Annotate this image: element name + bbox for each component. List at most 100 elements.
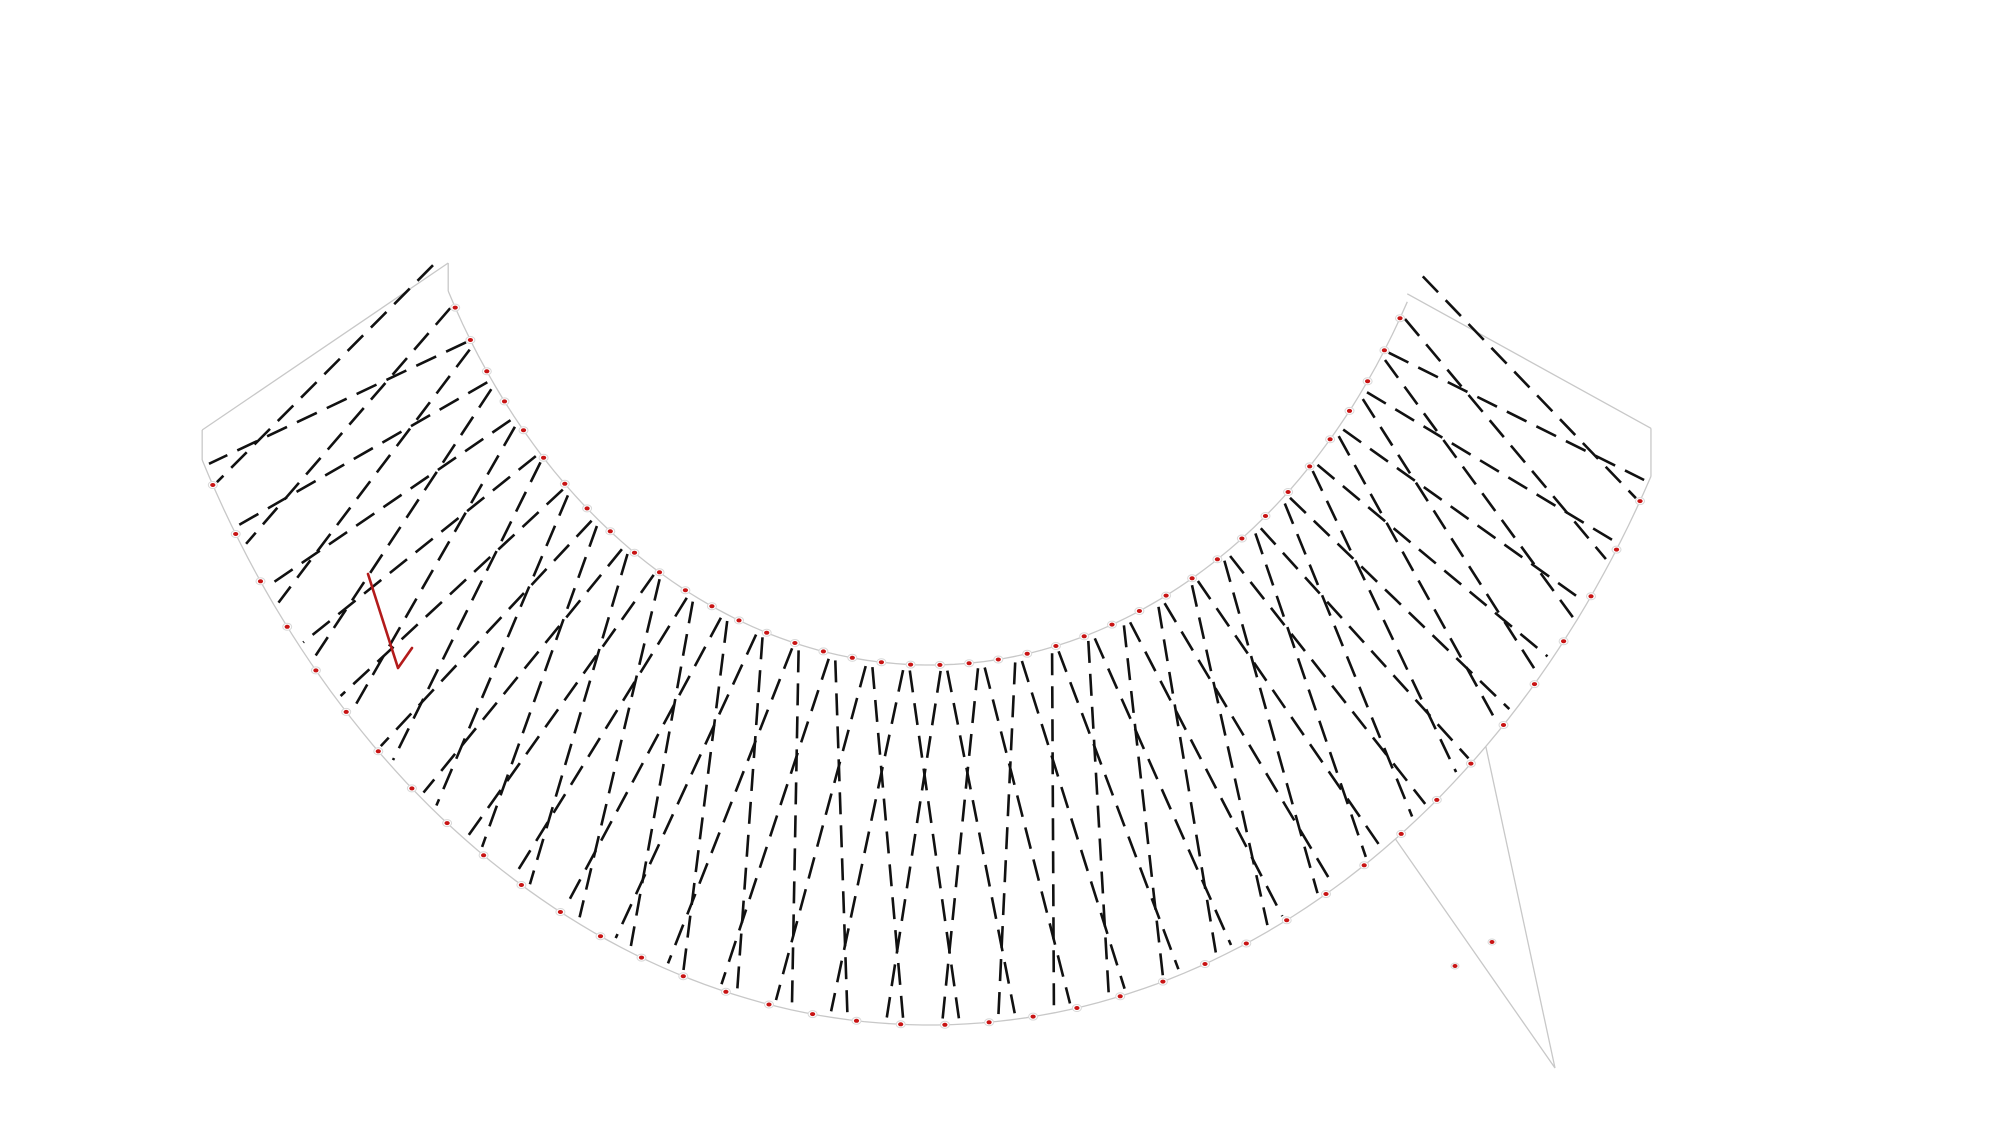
outer-edge-marker (1117, 994, 1123, 999)
inner-edge-marker (467, 338, 473, 342)
dash-line (908, 670, 961, 1019)
dash-line (1311, 470, 1458, 773)
outer-edge-marker (481, 853, 487, 858)
dash-line (1020, 660, 1126, 990)
outer-edge-marker (375, 749, 381, 754)
outer-edge-marker (942, 1022, 948, 1027)
outer-edge-marker (557, 910, 564, 914)
outer-edge-marker (257, 579, 264, 584)
outer-edge-marker (986, 1020, 992, 1025)
outer-edge-marker (284, 624, 290, 629)
dash-line (1316, 463, 1549, 658)
outer-edge-marker (1531, 682, 1538, 687)
dash-line (941, 668, 980, 1020)
outer-edge-marker (313, 668, 319, 673)
dash-line (312, 388, 493, 660)
outer-edge-marker (444, 821, 450, 826)
dash-line (1223, 560, 1319, 894)
inner-edge-marker (631, 550, 638, 555)
inner-edge-marker (1239, 536, 1245, 541)
inner-edge-marker (878, 660, 885, 665)
outer-edge-marker (210, 483, 216, 487)
dash-line (1163, 602, 1333, 884)
dash-line (302, 455, 537, 644)
dash-line (1342, 428, 1584, 602)
inner-edge-marker (966, 661, 972, 666)
outer-edge-marker (597, 934, 604, 939)
dash-line (666, 647, 794, 964)
dash-line (563, 617, 723, 909)
inner-edge-marker (584, 506, 590, 511)
dash-line (1259, 527, 1470, 760)
dash-line (1190, 584, 1269, 926)
inner-edge-marker (1024, 651, 1030, 656)
inner-edge-marker (1109, 622, 1115, 627)
dash-line (682, 620, 729, 971)
outer-edge (201, 459, 1652, 1026)
dash-line (528, 553, 629, 885)
outer-edge-marker (1160, 979, 1166, 984)
inner-edge-marker (484, 369, 490, 374)
outer-edge-marker (1398, 831, 1404, 836)
dash-line (467, 574, 655, 836)
dash-line (1283, 503, 1414, 817)
dash-line (245, 307, 452, 545)
inner-edge-marker (452, 305, 458, 310)
dash-line (790, 650, 800, 1004)
dash-line (215, 264, 434, 484)
inner-edge-marker (849, 655, 855, 660)
outer-edge-marker (1500, 723, 1507, 727)
inner-edge-marker (995, 657, 1001, 662)
outer-edge-marker (518, 883, 525, 887)
dash-line (1050, 653, 1056, 1007)
dash-line (514, 597, 688, 875)
dash-line (885, 670, 942, 1018)
inner-edge-marker (1381, 348, 1387, 353)
dash-line (946, 670, 1016, 1014)
outer-edge-marker (1561, 639, 1567, 644)
dash-line (774, 665, 867, 1001)
dash-line (267, 419, 512, 587)
inner-edge-marker (1081, 634, 1087, 639)
red-pointer-icon[interactable] (366, 572, 414, 670)
outer-edge-marker (766, 1002, 772, 1007)
outer-edge-marker (1284, 918, 1290, 923)
dash-line (1229, 555, 1427, 805)
inner-edge-marker (1285, 490, 1291, 494)
dash-line (391, 461, 542, 761)
tail-flap (1394, 746, 1556, 1069)
band-outline (201, 262, 1652, 1026)
dash-line (379, 519, 593, 747)
dash-line (422, 548, 623, 794)
dash-line (614, 634, 758, 939)
inner-edge-marker (709, 604, 715, 609)
inner-edge-marker (736, 618, 742, 623)
inner-edge-marker (562, 481, 568, 486)
inner-edge-marker (1262, 514, 1269, 518)
outer-edge-marker (1202, 962, 1208, 966)
outer-edge-marker (1030, 1014, 1036, 1019)
inner-edge-marker (1397, 316, 1403, 321)
inner-edge-marker (1346, 408, 1353, 413)
dash-line (629, 601, 695, 947)
dash-line (1196, 580, 1381, 847)
inner-edge (447, 290, 1408, 666)
inner-edge-marker (1136, 609, 1142, 613)
left-end-cap (201, 262, 449, 431)
edge-markers (207, 303, 1645, 1029)
dash-line (829, 669, 905, 1012)
dash-line (1404, 318, 1607, 560)
inner-edge-marker (908, 662, 914, 667)
dash-line (1087, 640, 1110, 994)
dash-line (1128, 621, 1284, 917)
outer-edge-marker (343, 709, 349, 714)
inner-edge-marker (1327, 437, 1333, 442)
inner-edge-marker (541, 455, 547, 460)
outer-edge-marker (1434, 797, 1440, 802)
dash-line (350, 426, 517, 712)
inner-edge-marker (501, 399, 508, 404)
outer-edge-marker (1361, 863, 1367, 868)
inner-edge-marker (1365, 379, 1371, 384)
